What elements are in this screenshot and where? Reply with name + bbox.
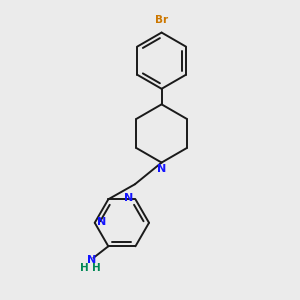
Text: H: H xyxy=(80,263,88,273)
Text: N: N xyxy=(124,193,133,203)
Text: H: H xyxy=(92,263,100,273)
Text: N: N xyxy=(157,164,166,174)
Text: Br: Br xyxy=(155,15,168,25)
Text: N: N xyxy=(87,254,96,265)
Text: N: N xyxy=(98,217,106,227)
